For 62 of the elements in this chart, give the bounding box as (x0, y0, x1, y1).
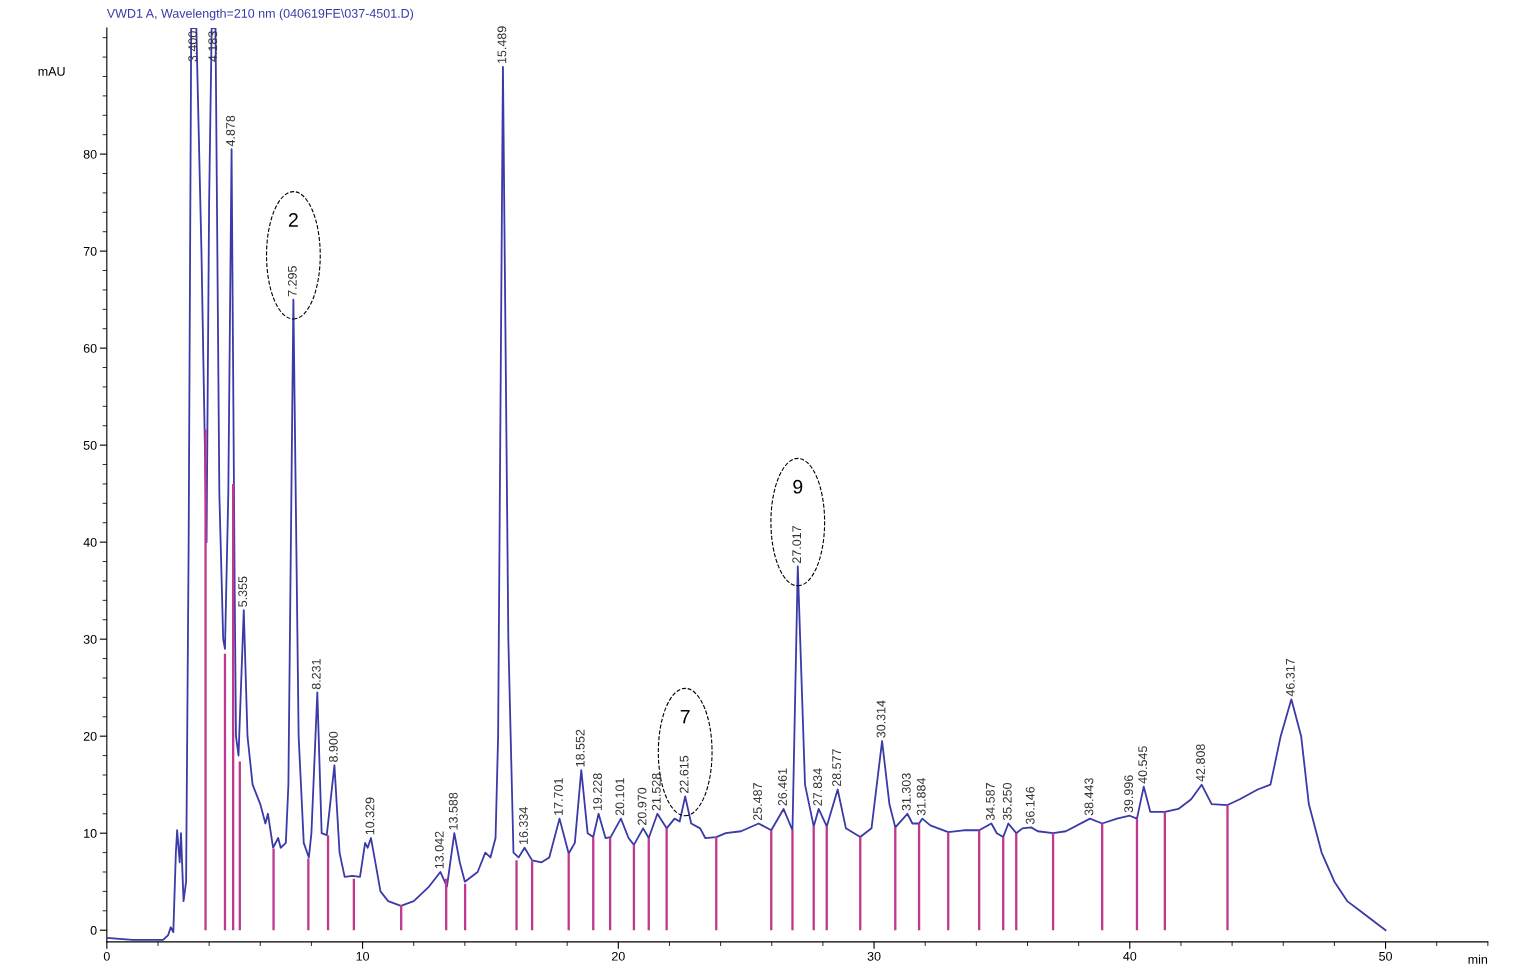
y-tick-label: 40 (83, 537, 97, 547)
x-axis-title: min (1468, 954, 1488, 964)
annotation: 4.878 (226, 115, 235, 147)
bar (1226, 805, 1229, 931)
bar (515, 860, 518, 931)
x-tick-label: 10 (356, 951, 370, 961)
chart-title: VWD1 A, Wavelength=210 nm (040619FE\037-4501.D) (106, 8, 414, 21)
annotation: 10.329 (365, 797, 375, 835)
annotation: 27.834 (813, 768, 823, 806)
annotation: 46.317 (1285, 658, 1295, 697)
annotation: 4.183 (208, 31, 218, 62)
annotation: 26.461 (778, 768, 787, 806)
annotation: 28.577 (832, 749, 842, 787)
bar (272, 848, 275, 931)
y-tick-label: 50 (83, 440, 97, 450)
annotation: 16.334 (519, 807, 528, 845)
x-tick-label: 50 (1379, 951, 1393, 961)
x-tick-label: 40 (1123, 951, 1137, 961)
y-axis-title: mAU (38, 67, 65, 76)
annotation: 40.545 (1138, 746, 1148, 784)
y-tick-label: 20 (83, 731, 97, 741)
annotation: 18.552 (575, 729, 585, 767)
annotation: 9 (793, 479, 803, 494)
y-tick-label: 10 (84, 828, 97, 838)
annotation: 36.146 (1025, 786, 1035, 825)
annotation: 27.017 (792, 526, 802, 563)
annotation: 34.587 (985, 783, 995, 821)
y-tick-label: 30 (83, 634, 97, 644)
annotation: 20.970 (637, 787, 647, 825)
annotation: 2 (288, 213, 298, 227)
y-tick-label: 80 (83, 149, 97, 159)
annotation: 17.701 (554, 778, 563, 815)
annotation: 39.996 (1124, 775, 1134, 813)
annotation: 5.355 (238, 576, 248, 607)
annotation: 19.228 (593, 773, 602, 811)
annotation: 21.528 (651, 773, 661, 811)
annotation: 22.615 (679, 755, 689, 793)
annotation: 7 (680, 709, 690, 724)
annotation: 25.487 (753, 783, 762, 821)
annotation: 13.042 (434, 831, 444, 869)
annotation: 8.231 (311, 659, 321, 690)
bar (665, 828, 668, 931)
annotation: 7.295 (287, 266, 297, 297)
annotation: 42.808 (1196, 744, 1205, 782)
annotation: 15.489 (497, 26, 507, 64)
annotation: 30.314 (876, 700, 886, 738)
x-tick-label: 0 (103, 951, 110, 961)
annotation: 31.303 (901, 773, 911, 811)
bar (791, 830, 794, 931)
y-tick-label: 0 (90, 926, 97, 935)
annotation: 20.101 (615, 778, 625, 816)
x-tick-label: 30 (867, 951, 881, 961)
x-tick-label: 20 (611, 951, 625, 961)
annotation: 8.900 (328, 731, 338, 762)
annotation: 31.884 (916, 777, 926, 816)
y-tick-label: 60 (83, 343, 97, 353)
annotation: 38.443 (1084, 778, 1094, 816)
annotation: 13.588 (448, 792, 458, 830)
y-tick-label: 70 (83, 246, 97, 256)
annotation: 3.400 (188, 31, 198, 62)
annotation: 35.250 (1002, 782, 1012, 821)
bar (204, 429, 207, 931)
